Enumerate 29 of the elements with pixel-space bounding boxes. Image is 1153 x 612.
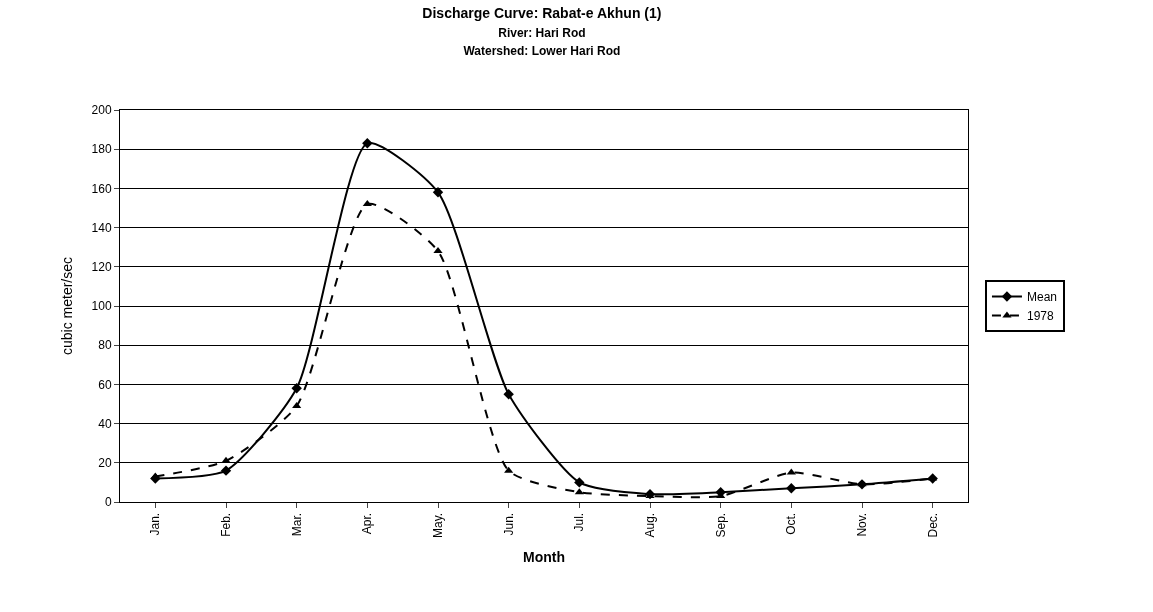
x-tick-label: Aug. (642, 512, 657, 538)
chart-subtitle: River: Hari Rod Watershed: Lower Hari Rod (463, 25, 621, 58)
y-tick-label: 40 (98, 416, 112, 431)
y-tick-label: 180 (91, 142, 112, 157)
x-tick-label: Jul. (572, 512, 587, 532)
chart-title: Discharge Curve: Rabat-e Akhun (1) (422, 5, 662, 22)
y-tick-label: 200 (91, 103, 112, 118)
y-tick-label: 80 (98, 338, 112, 353)
legend-label: Mean (1026, 290, 1057, 305)
x-tick-label: Feb. (218, 512, 233, 537)
x-tick-label: Apr. (360, 512, 375, 535)
x-tick-label: Jun. (501, 512, 516, 536)
legend-label: 1978 (1026, 309, 1054, 324)
y-tick-label: 20 (98, 456, 112, 470)
y-tick-label: 0 (104, 495, 112, 510)
x-tick-label: May. (430, 512, 445, 538)
x-axis-title: Month (523, 549, 565, 566)
x-tick-label: Sep. (713, 512, 728, 538)
y-tick-label: 120 (91, 260, 112, 274)
y-tick-label: 140 (91, 220, 112, 235)
x-tick-label: Jan. (148, 512, 163, 536)
y-tick-label: 160 (91, 181, 112, 196)
x-tick-label: Oct. (784, 512, 799, 535)
x-tick-label: Mar. (289, 512, 304, 537)
y-tick-label: 100 (91, 299, 112, 314)
y-tick-label: 60 (98, 377, 112, 392)
y-axis-title: cubic meter/sec (59, 256, 76, 356)
x-tick-label: Dec. (925, 512, 940, 538)
x-tick-label: Nov. (854, 512, 869, 537)
